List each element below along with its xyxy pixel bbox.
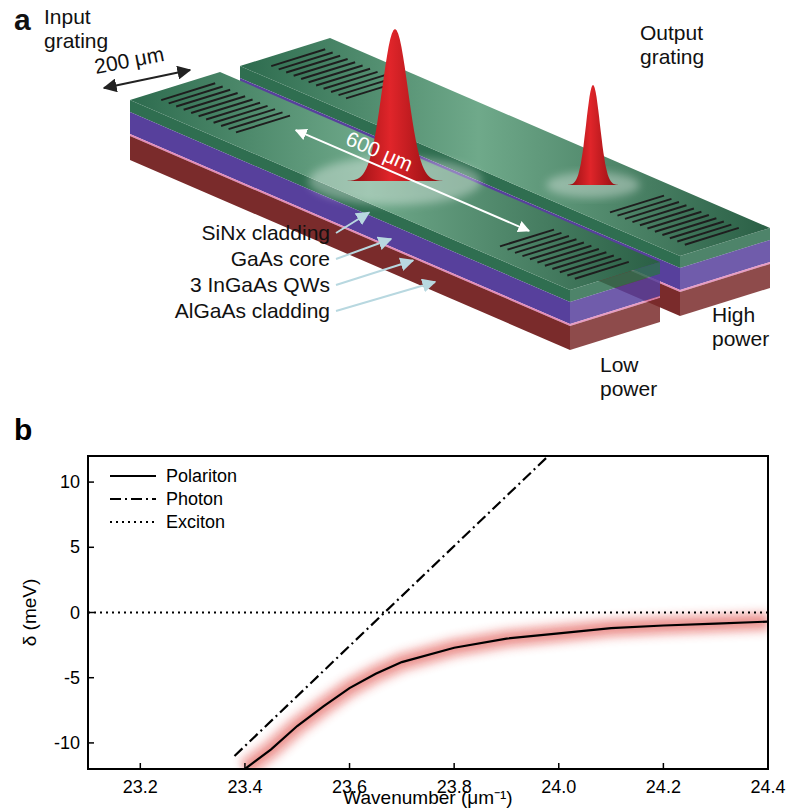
label-input-grating: Input (44, 5, 91, 28)
y-tick-label: 5 (70, 537, 80, 557)
legend-label: Polariton (166, 466, 237, 486)
x-tick-label: 24.0 (541, 777, 576, 797)
label-grating-length: 200 μm (92, 42, 166, 78)
x-tick-label: 24.4 (750, 777, 785, 797)
legend-swatch (110, 521, 156, 523)
legend-label: Photon (166, 489, 223, 509)
x-tick (558, 763, 560, 769)
grating-line (575, 262, 629, 279)
legend-swatch (110, 498, 156, 500)
y-axis-label: δ (meV) (19, 579, 40, 647)
dimension-arrow (296, 130, 529, 231)
figure: aInputgratingOutputgratingHighpowerLowpo… (0, 0, 788, 809)
y-tick (88, 742, 94, 744)
leader-arrow (336, 282, 435, 311)
x-tick (453, 763, 455, 769)
dimension-arrow (104, 70, 190, 88)
panel-label: b (14, 413, 32, 446)
label-layer: 3 InGaAs QWs (190, 273, 330, 296)
emission-glow (245, 622, 768, 769)
panel-a-labels: aInputgratingOutputgratingHighpowerLowpo… (14, 3, 769, 400)
label-layer: SiNx cladding (202, 221, 330, 244)
label-layer: AlGaAs cladding (175, 299, 330, 322)
y-tick (88, 481, 94, 483)
x-axis-label: Wavenumber (μm⁻¹) (343, 787, 512, 808)
leader-arrow (336, 213, 369, 234)
label-low-power: power (600, 377, 657, 400)
leader-arrow (336, 239, 391, 259)
x-tick-label: 24.2 (646, 777, 681, 797)
label-output-grating: grating (640, 45, 704, 68)
label-input-grating: grating (44, 29, 108, 52)
label-high-power: power (712, 327, 769, 350)
panel-label: a (14, 3, 31, 36)
plot-frame (88, 456, 768, 769)
x-tick-label: 23.2 (123, 777, 158, 797)
plot-area (88, 456, 768, 769)
output-pulse (567, 85, 619, 185)
grating-line (685, 228, 739, 245)
x-tick (663, 763, 665, 769)
series-line (88, 611, 768, 613)
y-tick (88, 547, 94, 549)
x-tick (244, 763, 246, 769)
label-high-power: High (712, 303, 755, 326)
label-waveguide-length: 600 μm (343, 127, 417, 176)
legend-label: Exciton (166, 512, 225, 532)
series-line (245, 622, 768, 769)
y-tick-label: 0 (70, 603, 80, 623)
x-tick (140, 763, 142, 769)
label-low-power: Low (600, 353, 639, 376)
series-line (235, 456, 549, 756)
leader-arrow (336, 261, 413, 286)
label-layer: GaAs core (231, 247, 330, 270)
y-tick-label: 10 (60, 472, 80, 492)
emission-glow (245, 622, 768, 769)
x-tick (349, 763, 351, 769)
y-tick (88, 677, 94, 679)
legend: Polariton Photon Exciton (110, 466, 237, 532)
x-tick (767, 763, 769, 769)
y-tick-label: -10 (54, 733, 80, 753)
grating-line (236, 116, 290, 133)
y-tick (88, 612, 94, 614)
y-tick-label: -5 (64, 668, 80, 688)
ticks: 23.223.423.623.824.024.224.4-10-50510 (54, 472, 786, 797)
layer-end (570, 298, 660, 350)
x-tick-label: 23.4 (227, 777, 262, 797)
legend-swatch (110, 475, 156, 477)
label-output-grating: Output (640, 21, 703, 44)
